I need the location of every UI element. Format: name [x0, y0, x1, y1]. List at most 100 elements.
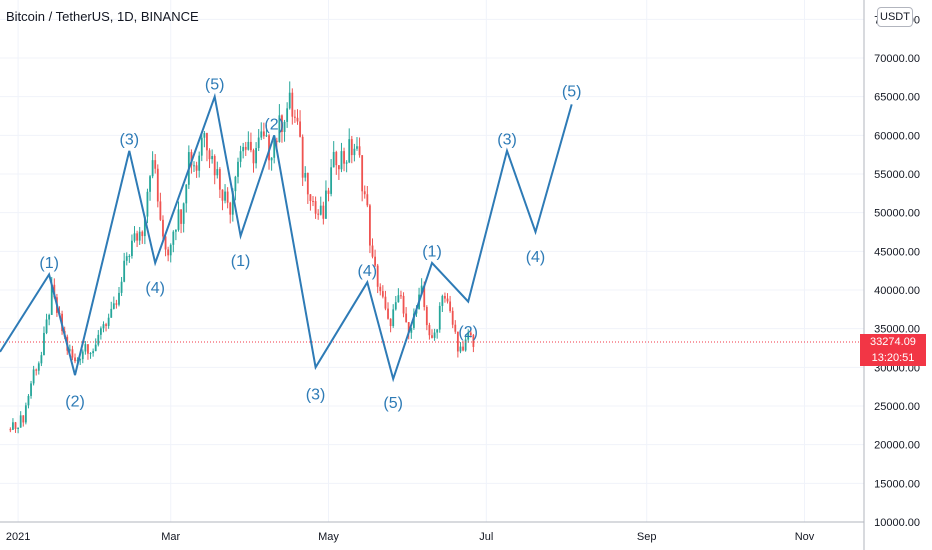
candle: [384, 290, 387, 311]
wave-label: (3): [306, 387, 326, 404]
candle-body: [441, 295, 444, 306]
candle: [156, 164, 159, 208]
candle: [325, 180, 327, 219]
candle: [454, 320, 457, 334]
candle-body: [216, 169, 219, 176]
candle-body: [407, 322, 410, 333]
candle-body: [291, 92, 294, 117]
candle-body: [348, 139, 351, 163]
candle-body: [464, 339, 467, 351]
candle: [296, 109, 299, 125]
candle: [141, 230, 144, 244]
candle: [226, 187, 229, 209]
candle: [405, 307, 408, 323]
candle: [381, 285, 384, 299]
candle: [410, 327, 413, 339]
candle: [270, 157, 273, 171]
candle-body: [397, 295, 400, 303]
candle-body: [167, 249, 170, 256]
candle: [379, 283, 382, 296]
candle: [45, 313, 48, 335]
candle: [301, 134, 304, 186]
candle-body: [174, 229, 177, 232]
candle: [94, 338, 97, 352]
candle-body: [456, 331, 459, 352]
candle-body: [159, 201, 162, 220]
wave-label: (1): [231, 253, 251, 270]
candle-body: [394, 302, 397, 310]
candle: [164, 234, 167, 257]
candle: [309, 194, 312, 211]
candle: [262, 122, 265, 140]
candle-body: [154, 160, 157, 169]
candle-body: [172, 231, 175, 245]
candle: [299, 110, 301, 138]
wave-label: (2): [65, 394, 85, 411]
candle-body: [177, 209, 180, 230]
candle-body: [128, 256, 131, 258]
time-tick-label: Nov: [795, 531, 815, 543]
candle: [27, 394, 30, 409]
candle-body: [190, 152, 193, 166]
candle: [286, 102, 289, 128]
candle: [162, 215, 164, 242]
time-tick-label: Mar: [161, 531, 180, 543]
candle-body: [433, 332, 436, 338]
candle-body: [350, 139, 353, 156]
candle-body: [40, 355, 43, 364]
last-price-tag: 33274.09: [860, 334, 926, 350]
candle: [469, 328, 472, 338]
candle-body: [74, 357, 76, 362]
candle: [337, 165, 340, 180]
candle: [260, 122, 263, 141]
candle: [464, 334, 467, 352]
candle: [312, 196, 314, 207]
candle-body: [379, 286, 382, 292]
candle: [304, 166, 307, 182]
candle-body: [125, 256, 128, 261]
candle: [369, 203, 371, 254]
candle: [242, 142, 245, 159]
candle: [451, 307, 454, 329]
candle: [203, 131, 206, 148]
candle: [159, 192, 162, 222]
candle-body: [451, 310, 454, 325]
candle: [288, 81, 291, 110]
candle: [71, 345, 74, 361]
candle-body: [79, 359, 82, 361]
candle: [234, 175, 237, 201]
candle-body: [467, 332, 470, 340]
candle-body: [50, 284, 53, 315]
candle-body: [444, 295, 446, 299]
candle: [22, 415, 25, 427]
candle-body: [325, 190, 327, 219]
candle: [314, 196, 317, 219]
candle-body: [392, 309, 395, 327]
price-tick-label: 40000.00: [874, 285, 920, 297]
candle: [371, 238, 374, 259]
candle: [151, 151, 154, 179]
candle: [218, 167, 221, 199]
candle: [319, 196, 322, 216]
candle: [9, 427, 12, 433]
candle: [89, 352, 92, 359]
candle: [402, 292, 405, 318]
candle: [345, 160, 348, 173]
candle-body: [358, 146, 361, 156]
candle: [14, 421, 17, 433]
candle: [112, 296, 115, 310]
candle: [433, 328, 436, 341]
candle: [102, 321, 105, 333]
currency-button[interactable]: USDT: [877, 7, 913, 27]
candle-body: [317, 213, 320, 215]
candle-body: [293, 116, 296, 118]
candle-body: [405, 313, 408, 323]
price-tick-label: 25000.00: [874, 401, 920, 413]
candle: [374, 249, 376, 268]
candle-body: [32, 369, 35, 384]
candle-body: [438, 305, 441, 330]
candle-body: [149, 176, 151, 192]
candle: [133, 226, 136, 243]
candle-body: [304, 172, 307, 178]
